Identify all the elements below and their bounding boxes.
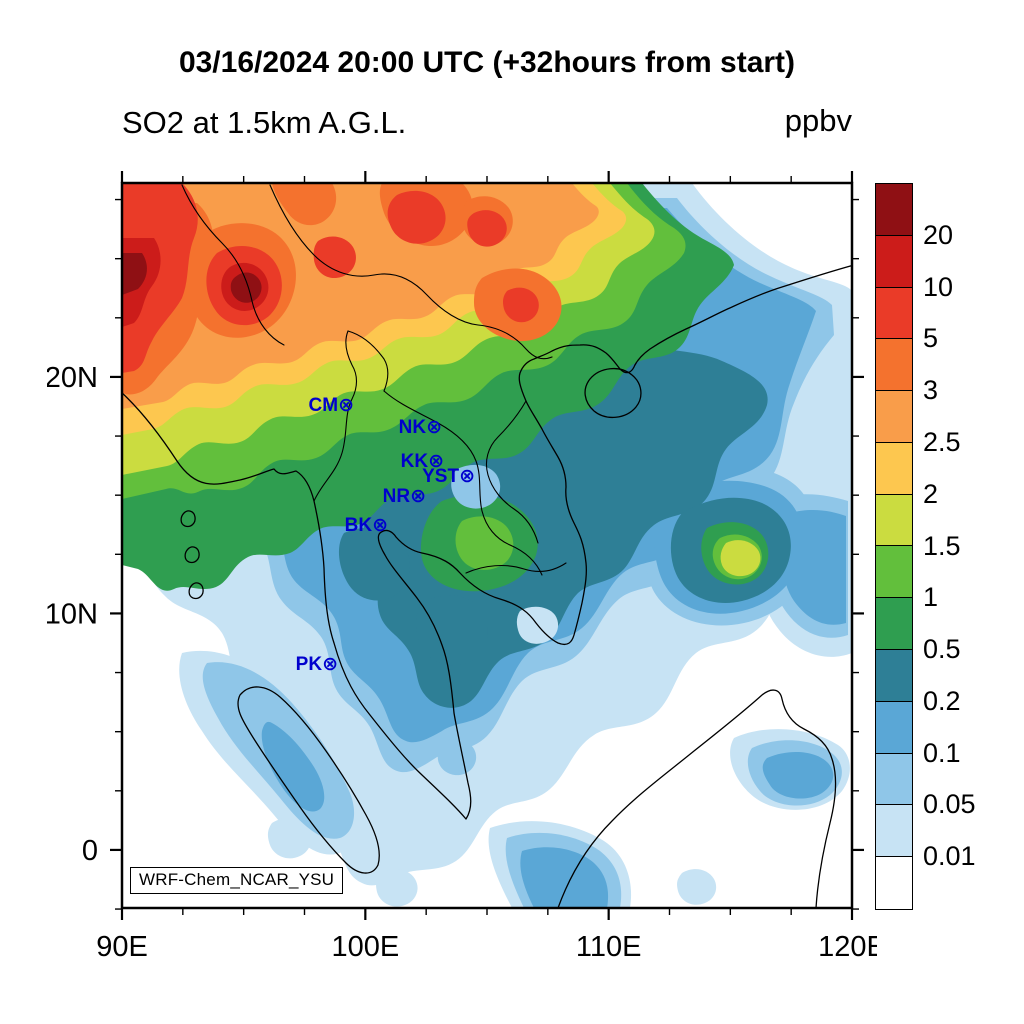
station-marker-bk: BK⊗	[345, 515, 388, 536]
contour-region	[230, 272, 262, 303]
so2-contour-field	[122, 183, 852, 908]
border-line	[269, 184, 553, 360]
coastline-borneo	[557, 689, 837, 908]
coastline-hainan	[584, 368, 642, 418]
colorbar-segment-4	[876, 391, 912, 443]
colorbar-tick-label: 2	[923, 478, 939, 509]
station-marker-cm: CM⊗	[309, 395, 354, 416]
colorbar-segment-6	[876, 494, 912, 547]
colorbar-tick-label: 0.1	[923, 737, 961, 768]
units-label: ppbv	[784, 103, 852, 138]
colorbar-labels: 20 10 5 3 2.5 2 1.5 1 0.5 0.2 0.1 0.05 0.01	[923, 183, 1023, 908]
colorbar-segment-12	[876, 805, 912, 858]
contour-region	[122, 183, 198, 373]
colorbar-segment-7	[876, 546, 912, 599]
contour-region	[455, 516, 514, 570]
x-axis-label: 100E	[331, 931, 399, 963]
station-markers: CM⊗ NK⊗ KK⊗YST⊗NR⊗ BK⊗ PK⊗	[296, 395, 475, 675]
y-axis-label: 10N	[47, 598, 98, 630]
x-axis-label: 90E	[96, 931, 148, 963]
contour-region	[467, 210, 507, 247]
colorbar-tick-label: 1	[923, 582, 939, 613]
colorbar-segment-2	[876, 287, 912, 340]
colorbar-segment-10	[876, 701, 912, 754]
y-axis-label: 0	[82, 835, 98, 867]
colorbar	[875, 183, 913, 910]
contour-region	[415, 595, 488, 666]
colorbar-segment-1	[876, 235, 912, 288]
border-line	[347, 330, 389, 392]
colorbar-tick-label: 20	[923, 219, 954, 250]
colorbar-segment-11	[876, 753, 912, 806]
colorbar-tick-label: 5	[923, 323, 939, 354]
contour-region	[313, 236, 356, 279]
colorbar-segment-13	[876, 857, 912, 909]
map-frame	[120, 181, 854, 910]
border-line	[181, 184, 285, 346]
colorbar-segment-3	[876, 339, 912, 392]
colorbar-tick-label: 1.5	[923, 530, 961, 561]
colorbar-tick-label: 0.05	[923, 789, 976, 820]
colorbar-tick-label: 10	[923, 271, 954, 302]
colorbar-tick-label: 2.5	[923, 426, 961, 457]
colorbar-tick-label: 0.5	[923, 634, 961, 665]
contour-region	[261, 721, 325, 812]
variable-title: SO2 at 1.5km A.G.L.	[122, 105, 407, 140]
axes: 90E 100E 110E 120E 0 10N 20N	[47, 171, 877, 963]
colorbar-segment-5	[876, 442, 912, 495]
map-plot: CM⊗ NK⊗ KK⊗YST⊗NR⊗ BK⊗ PK⊗ 90E 100E 110E 120E 0 1…	[47, 171, 877, 963]
colorbar-segment-9	[876, 650, 912, 702]
model-label: WRF-Chem_NCAR_YSU	[130, 867, 344, 894]
y-axis-label: 20N	[47, 362, 98, 394]
border-line	[465, 562, 567, 574]
border-line	[485, 400, 539, 544]
contour-region	[783, 509, 846, 625]
contour-region	[267, 818, 312, 859]
coastline-islands	[180, 510, 204, 600]
contour-region	[437, 739, 477, 776]
contour-region	[720, 540, 761, 577]
contour-region	[338, 527, 411, 601]
contour-region	[520, 847, 609, 908]
colorbar-tick-label: 0.01	[923, 841, 976, 872]
contour-region	[762, 751, 834, 799]
coastline-mainland	[122, 264, 852, 820]
contour-region	[387, 190, 446, 244]
station-marker-pk: PK⊗	[296, 654, 338, 675]
contour-region	[122, 253, 147, 295]
station-marker-yst: YST⊗	[422, 466, 475, 487]
contour-region	[272, 183, 337, 226]
timestamp-title: 03/16/2024 20:00 UTC (+32hours from star…	[178, 46, 796, 79]
colorbar-tick-label: 0.2	[923, 685, 961, 716]
colorbar-segment-0	[876, 184, 912, 236]
contour-region	[677, 869, 717, 905]
border-line	[313, 330, 358, 502]
x-axis-label: 110E	[576, 931, 642, 963]
station-marker-kk: KK⊗	[401, 451, 444, 472]
country-borders	[181, 184, 567, 576]
contour-region	[376, 869, 418, 907]
colorbar-tick-label: 3	[923, 375, 939, 406]
coastline-sumatra	[237, 686, 380, 874]
station-marker-nk: NK⊗	[399, 417, 442, 438]
border-line	[383, 390, 543, 576]
contour-region	[503, 287, 539, 323]
x-axis-label: 120E	[818, 931, 877, 963]
coastlines-and-borders	[122, 184, 852, 908]
colorbar-segment-8	[876, 598, 912, 651]
station-marker-nr: NR⊗	[383, 486, 426, 507]
